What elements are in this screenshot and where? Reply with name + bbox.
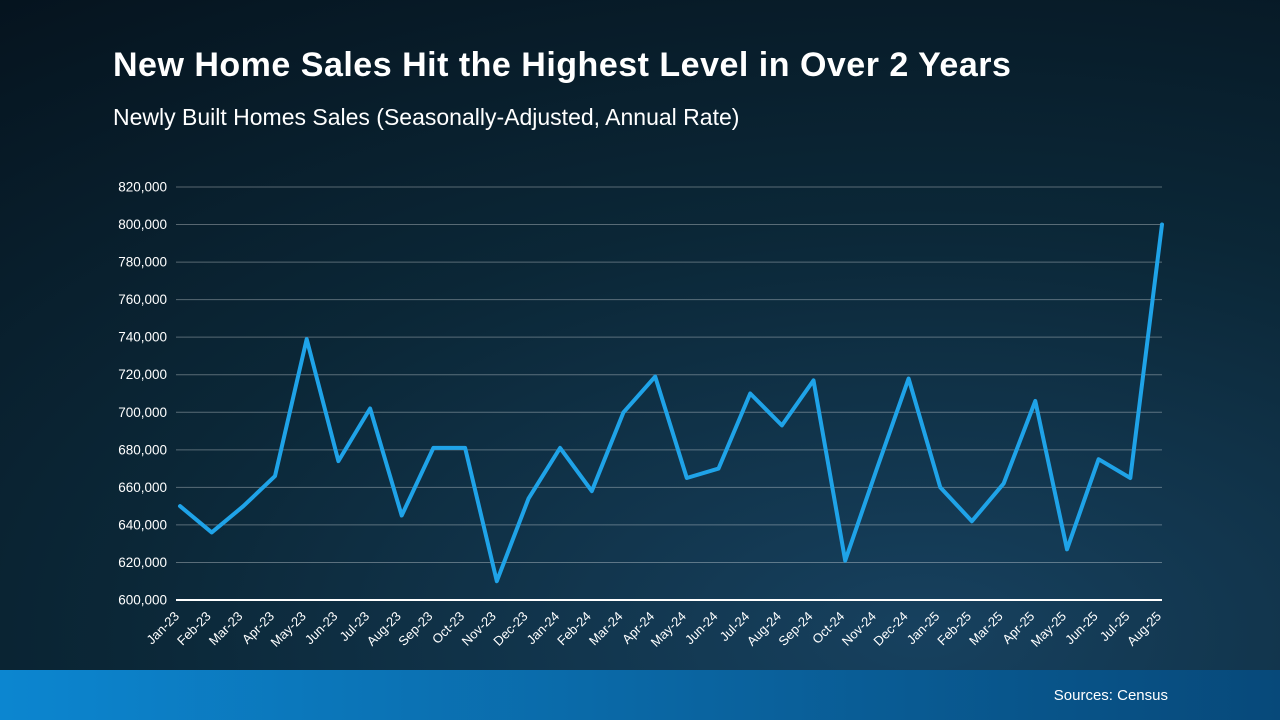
footer-bar: Sources: Census [0, 670, 1280, 720]
x-tick-label: Jun-25 [1062, 609, 1101, 648]
x-tick-label: Jan-25 [904, 609, 943, 648]
x-tick-label: Aug-24 [744, 609, 784, 649]
sales-line-series [178, 222, 1164, 584]
x-tick-label: Dec-23 [490, 609, 530, 649]
x-tick-label: Jun-24 [682, 609, 721, 648]
y-tick-label: 680,000 [118, 442, 167, 457]
x-tick-label: Dec-24 [870, 609, 910, 649]
x-tick-label: Jun-23 [302, 609, 341, 648]
y-tick-label: 800,000 [118, 217, 167, 232]
y-tick-label: 700,000 [118, 405, 167, 420]
y-tick-label: 640,000 [118, 517, 167, 532]
x-tick-label: May-24 [648, 609, 689, 650]
x-tick-label: Nov-23 [459, 609, 499, 649]
x-tick-label: Nov-24 [839, 609, 879, 649]
y-tick-label: 740,000 [118, 330, 167, 345]
line-chart: 600,000 620,000 640,000 660,000 680,000 700,0… [118, 180, 1164, 650]
x-tick-label: Feb-23 [174, 609, 214, 649]
y-tick-label: 620,000 [118, 555, 167, 570]
chart-subtitle: Newly Built Homes Sales (Seasonally-Adju… [113, 104, 740, 130]
x-tick-label: Jan-23 [143, 609, 182, 648]
y-tick-label: 820,000 [118, 180, 167, 195]
x-tick-label: Mar-24 [586, 609, 626, 649]
y-tick-label: 760,000 [118, 292, 167, 307]
chart-area: 600,000 620,000 640,000 660,000 680,000 700,0… [92, 165, 1192, 670]
x-tick-label: May-23 [268, 609, 309, 650]
x-tick-label: Sep-24 [775, 609, 815, 649]
x-tick-label: Jan-24 [524, 609, 563, 648]
y-tick-label: 660,000 [118, 480, 167, 495]
x-tick-label: Feb-25 [934, 609, 974, 649]
y-tick-label: 600,000 [118, 593, 167, 608]
y-tick-label: 720,000 [118, 367, 167, 382]
x-tick-label: Mar-23 [206, 609, 246, 649]
x-tick-label: Aug-23 [364, 609, 404, 649]
x-tick-label: May-25 [1028, 609, 1069, 650]
x-tick-label: Sep-23 [395, 609, 435, 649]
x-tick-label: Feb-24 [554, 609, 594, 649]
x-tick-label: Aug-25 [1124, 609, 1164, 649]
x-tick-label: Mar-25 [966, 609, 1006, 649]
y-tick-label: 780,000 [118, 255, 167, 270]
chart-title: New Home Sales Hit the Highest Level in … [113, 46, 1012, 84]
source-attribution: Sources: Census [1053, 686, 1168, 704]
